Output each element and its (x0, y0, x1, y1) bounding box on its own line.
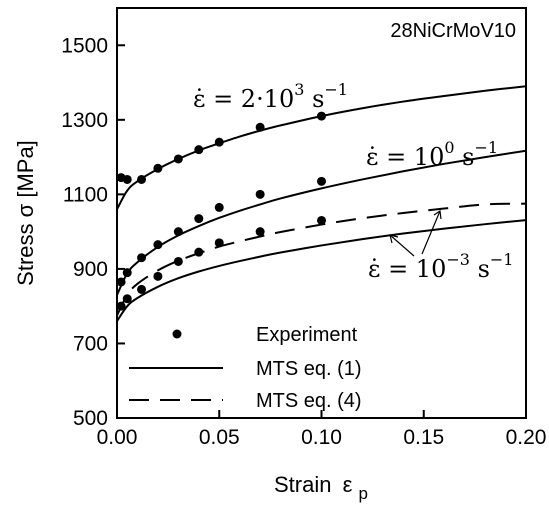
annotation-rate-low: ε̇ = 10−3 s−1 (368, 250, 513, 283)
y-tick-label: 900 (73, 258, 108, 281)
mts-eq4-curve (116, 202, 527, 316)
x-axis-title-subscript: p (359, 484, 368, 503)
arrow-to-eq4-curve (421, 210, 441, 255)
y-tick-label: 1300 (61, 109, 108, 132)
annotation-arrows (389, 209, 442, 257)
experiment-point (317, 111, 326, 121)
annotation-rate-high-unit-exp: −1 (324, 80, 348, 99)
experiment-point (173, 154, 183, 164)
experiment-point (194, 214, 204, 224)
model-curves (116, 85, 527, 322)
annotation-rate-mid: ε̇ = 100 s−1 (366, 138, 498, 171)
mts-eq1-curve (116, 85, 527, 210)
annotation-rate-low-unit: s (470, 255, 490, 283)
arrow-head-eq4 (433, 209, 442, 220)
x-tick-label: 0.20 (506, 426, 547, 449)
experiment-point (153, 271, 163, 281)
experiment-point (116, 277, 126, 287)
annotation-rate-mid-lhs: ε̇ = 10 (366, 143, 444, 171)
annotation-rate-mid-unit-exp: −1 (474, 138, 498, 157)
legend-experiment-marker (172, 329, 182, 339)
mts-eq1-curve (116, 219, 527, 322)
experiment-point (214, 137, 224, 147)
x-axis-title-text: Strain (274, 472, 331, 497)
experiment-point (194, 145, 204, 155)
arrow-to-eq1-curve (389, 234, 415, 257)
y-tick-label: 700 (73, 332, 108, 355)
x-axis-ticks: 0.00 0.05 0.10 0.15 0.20 (97, 410, 547, 449)
x-axis-title-symbol: ε (343, 472, 353, 497)
experiment-point (255, 122, 265, 132)
arrow-head-eq1 (389, 234, 399, 244)
annotation-rate-high-unit: s (304, 85, 324, 113)
experiment-point (137, 174, 147, 184)
experiment-point (137, 253, 147, 263)
x-tick-label: 0.05 (199, 426, 240, 449)
experiment-point (214, 202, 224, 212)
x-tick-label: 0.10 (301, 426, 342, 449)
annotation-rate-mid-exp: 0 (444, 138, 454, 157)
y-axis-ticks: 500 700 900 1100 1300 1500 (61, 34, 125, 430)
legend: Experiment MTS eq. (1) MTS eq. (4) (129, 324, 362, 412)
y-axis-title: Stress σ [MPa] (13, 140, 38, 286)
experiment-point (255, 227, 265, 237)
material-label: 28NiCrMoV10 (390, 20, 516, 42)
annotation-rate-low-exp: −3 (446, 250, 470, 269)
experiment-point (194, 247, 204, 257)
plot-frame (116, 7, 527, 419)
x-tick-label: 0.15 (403, 426, 444, 449)
x-tick-label: 0.00 (97, 426, 138, 449)
experiment-point (153, 240, 163, 250)
annotation-rate-low-lhs: ε̇ = 10 (368, 255, 446, 283)
experiment-point (122, 268, 132, 278)
experiment-point (153, 163, 163, 173)
experiment-point (255, 189, 265, 199)
legend-eq1-label: MTS eq. (1) (256, 358, 362, 380)
legend-eq4-label: MTS eq. (4) (256, 390, 362, 412)
annotation-rate-low-unit-exp: −1 (490, 250, 514, 269)
x-axis-title: Strain ε p (274, 472, 368, 503)
annotation-rate-high: ε̇ = 2·103 s−1 (193, 80, 348, 113)
y-tick-label: 500 (73, 407, 108, 430)
experiment-point (173, 227, 183, 237)
experiment-point (214, 238, 224, 248)
experiment-point (122, 294, 132, 304)
experiment-point (137, 284, 147, 294)
y-tick-label: 1500 (61, 34, 108, 57)
experiment-point (173, 256, 183, 266)
annotation-rate-high-exp: 3 (294, 80, 304, 99)
legend-experiment-label: Experiment (256, 324, 358, 346)
annotation-rate-high-lhs: ε̇ = 2·10 (193, 85, 294, 113)
mts-eq1-curve (116, 149, 527, 296)
experiment-point (317, 215, 326, 225)
experiment-point (116, 301, 126, 311)
experiment-point (122, 174, 132, 184)
annotation-rate-mid-unit: s (455, 143, 475, 171)
experiment-points (116, 111, 326, 311)
y-tick-label: 1100 (63, 183, 108, 206)
experiment-point (317, 176, 326, 186)
